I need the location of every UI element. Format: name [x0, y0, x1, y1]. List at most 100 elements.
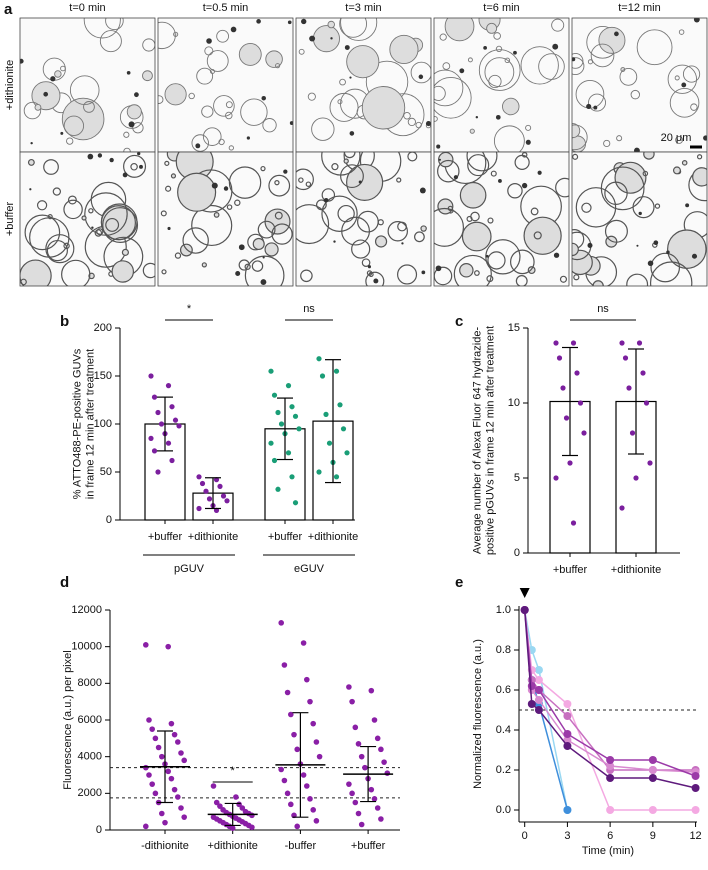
data-point [358, 821, 365, 828]
data-point [344, 450, 350, 456]
vesicle [410, 61, 431, 84]
micrograph [158, 152, 293, 286]
data-point [378, 746, 384, 753]
vesicle [403, 112, 411, 120]
speck [349, 76, 352, 79]
vesicle [520, 46, 559, 85]
vesicle [274, 211, 283, 220]
speck [586, 103, 592, 110]
vesicle [527, 266, 536, 275]
vesicle [179, 243, 193, 257]
vesicle [459, 181, 487, 209]
vesicle [669, 88, 700, 118]
speck [498, 179, 502, 183]
column-title: t=0.5 min [203, 2, 249, 14]
data-point [148, 373, 154, 379]
data-point [560, 385, 566, 391]
data-point [229, 825, 236, 831]
vesicle [225, 101, 233, 109]
data-point [181, 814, 187, 820]
y-tick-label: 8000 [78, 677, 102, 689]
vesicle [495, 45, 503, 53]
vesicle [478, 49, 521, 91]
panel-label: b [60, 313, 69, 330]
speck [167, 226, 171, 231]
vesicle [346, 163, 384, 201]
vesicle [692, 167, 707, 187]
vesicle [444, 18, 475, 42]
data-point [553, 340, 559, 346]
panel-label: e [455, 574, 463, 591]
vesicle [650, 252, 681, 283]
data-point [162, 819, 168, 826]
vesicle [486, 275, 494, 283]
data-point [381, 759, 387, 765]
data-point [304, 783, 310, 789]
speck [235, 271, 241, 277]
data-point [196, 474, 202, 480]
data-point [636, 340, 643, 346]
data-point [152, 735, 159, 742]
speck [333, 240, 336, 243]
speck [587, 242, 593, 248]
data-point [278, 421, 285, 427]
speck [418, 74, 424, 80]
vesicle [407, 117, 416, 127]
speck [43, 91, 49, 97]
speck [436, 144, 441, 149]
vesicle [271, 223, 293, 245]
vesicle [484, 57, 515, 87]
data-point [249, 812, 255, 819]
y-tick-label: 2000 [78, 787, 102, 799]
data-point [284, 790, 291, 797]
speck [238, 244, 245, 251]
speck [283, 169, 288, 174]
vesicle [365, 271, 385, 286]
vesicle [343, 158, 349, 164]
data-point [146, 717, 152, 723]
vesicle [274, 179, 280, 186]
vesicle [296, 204, 330, 245]
micrograph-frame [19, 151, 156, 287]
speck [287, 20, 292, 25]
data-point [294, 823, 301, 830]
speck [475, 116, 479, 119]
vesicle [340, 164, 364, 189]
significance-label: * [231, 765, 236, 777]
vesicle [174, 252, 182, 259]
vesicle [126, 104, 142, 120]
speck [495, 114, 501, 120]
micrograph [572, 18, 707, 152]
series-marker [527, 700, 536, 708]
speck [230, 26, 237, 33]
speck [435, 265, 442, 272]
vesicle [67, 195, 77, 205]
data-point [316, 753, 323, 760]
speck [647, 260, 654, 267]
speck [636, 244, 639, 247]
panel-label: c [455, 313, 463, 330]
data-point [203, 488, 209, 494]
speck [653, 240, 659, 246]
vesicle [170, 173, 177, 179]
speck [260, 279, 267, 285]
vesicle [238, 42, 262, 66]
series-marker [534, 706, 543, 714]
data-point [384, 770, 391, 776]
vesicle [123, 147, 131, 152]
speck [60, 131, 64, 135]
vesicle [43, 159, 59, 175]
vesicle [96, 228, 104, 236]
x-tick-label: +buffer [148, 531, 183, 543]
speck [50, 76, 56, 82]
speck [553, 252, 560, 258]
vesicle [191, 134, 209, 152]
speck [91, 226, 94, 229]
x-tick-label: +dithionite [611, 564, 661, 576]
scale-bar-label: 20 μm [661, 132, 692, 144]
data-point [175, 794, 181, 800]
data-point [355, 741, 362, 747]
speck [421, 270, 426, 275]
vesicle [523, 216, 562, 255]
data-point [570, 340, 577, 346]
